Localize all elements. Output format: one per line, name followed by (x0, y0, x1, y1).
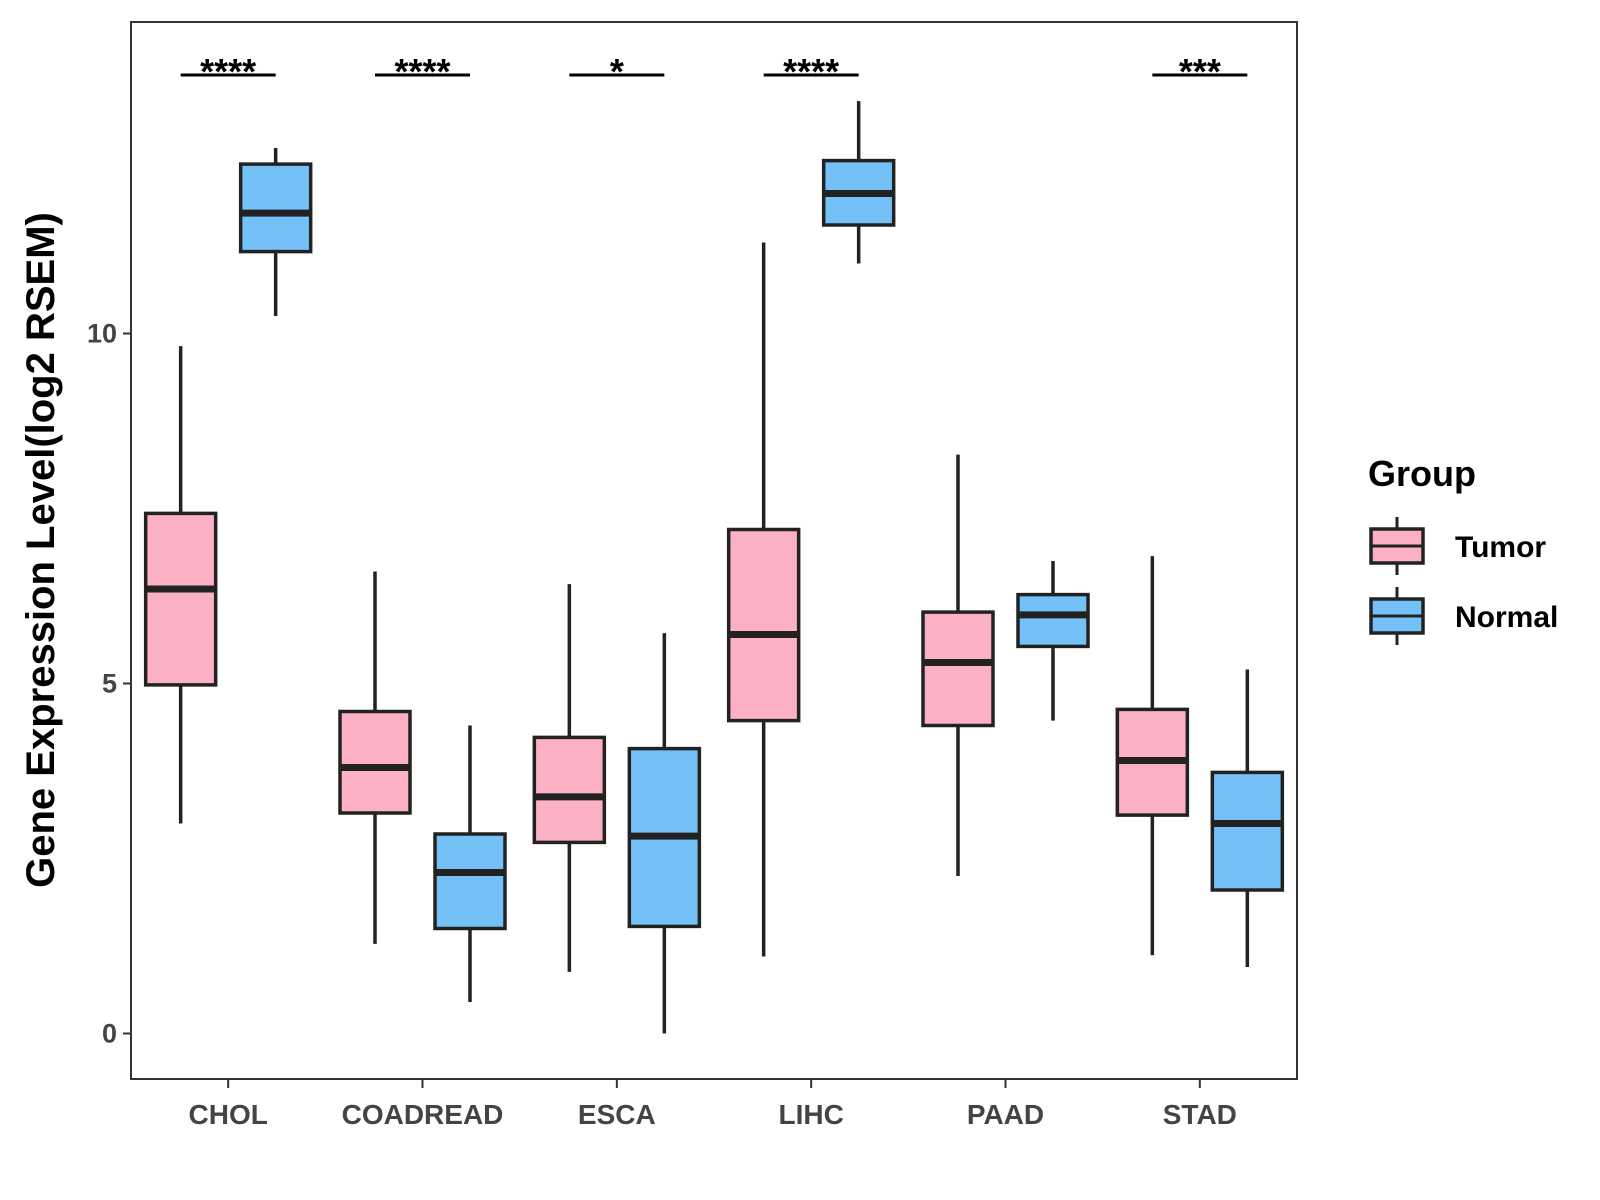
legend-item-tumor: Tumor (1369, 517, 1546, 575)
y-tick-label: 10 (87, 319, 117, 349)
box-normal-coadread (433, 725, 507, 1002)
boxes-layer (143, 101, 1285, 1034)
significance-lihc: **** (763, 51, 859, 92)
x-tick-label: PAAD (967, 1099, 1044, 1130)
significance-label: **** (394, 51, 450, 92)
box-iqr (1210, 770, 1285, 892)
box-tumor-esca (532, 584, 607, 972)
legend-item-normal: Normal (1369, 587, 1558, 645)
box-tumor-coadread (338, 571, 412, 944)
significance-coadread: **** (375, 51, 470, 92)
significance-esca: * (569, 51, 665, 92)
box-normal-chol (238, 148, 313, 316)
y-tick-label: 0 (102, 1019, 117, 1049)
box-iqr (238, 162, 313, 254)
box-iqr (1016, 592, 1090, 649)
box-normal-lihc (821, 101, 896, 264)
x-tick-label: COADREAD (342, 1099, 504, 1130)
significance-label: **** (783, 51, 839, 92)
box-iqr (338, 709, 412, 815)
legend-entries: Tumor Normal (1369, 517, 1558, 645)
x-tick-label: CHOL (189, 1099, 268, 1130)
box-normal-esca (627, 633, 702, 1034)
significance-layer: **** **** * **** *** (180, 51, 1248, 92)
box-iqr (532, 735, 607, 845)
box-normal-stad (1210, 669, 1285, 967)
box-tumor-paad (921, 454, 995, 876)
y-axis-label: Gene Expression Level(log2 RSEM) (19, 212, 63, 888)
y-axis: 0 5 10 (87, 319, 131, 1049)
legend-title: Group (1368, 453, 1476, 494)
box-tumor-stad (1115, 556, 1190, 956)
significance-chol: **** (180, 51, 276, 92)
box-iqr (433, 832, 507, 931)
legend-label: Normal (1455, 601, 1558, 634)
x-tick-label: LIHC (779, 1099, 844, 1130)
x-tick-label: STAD (1163, 1099, 1237, 1130)
plot-panel-border (130, 21, 1298, 1080)
x-tick-label: ESCA (578, 1099, 656, 1130)
box-iqr (143, 511, 218, 687)
x-axis: CHOL COADREAD ESCA LIHC PAAD STAD (189, 1079, 1237, 1130)
legend: Group Tumor Normal (1368, 453, 1558, 645)
legend-label: Tumor (1455, 531, 1546, 564)
y-tick-label: 5 (102, 669, 117, 699)
significance-label: * (610, 51, 624, 92)
significance-label: *** (1179, 51, 1221, 92)
box-tumor-lihc (726, 242, 801, 957)
box-iqr (921, 610, 995, 728)
box-iqr (726, 527, 801, 723)
box-normal-paad (1016, 561, 1090, 721)
box-tumor-chol (143, 346, 218, 824)
significance-stad: *** (1152, 51, 1248, 92)
significance-label: **** (200, 51, 256, 92)
